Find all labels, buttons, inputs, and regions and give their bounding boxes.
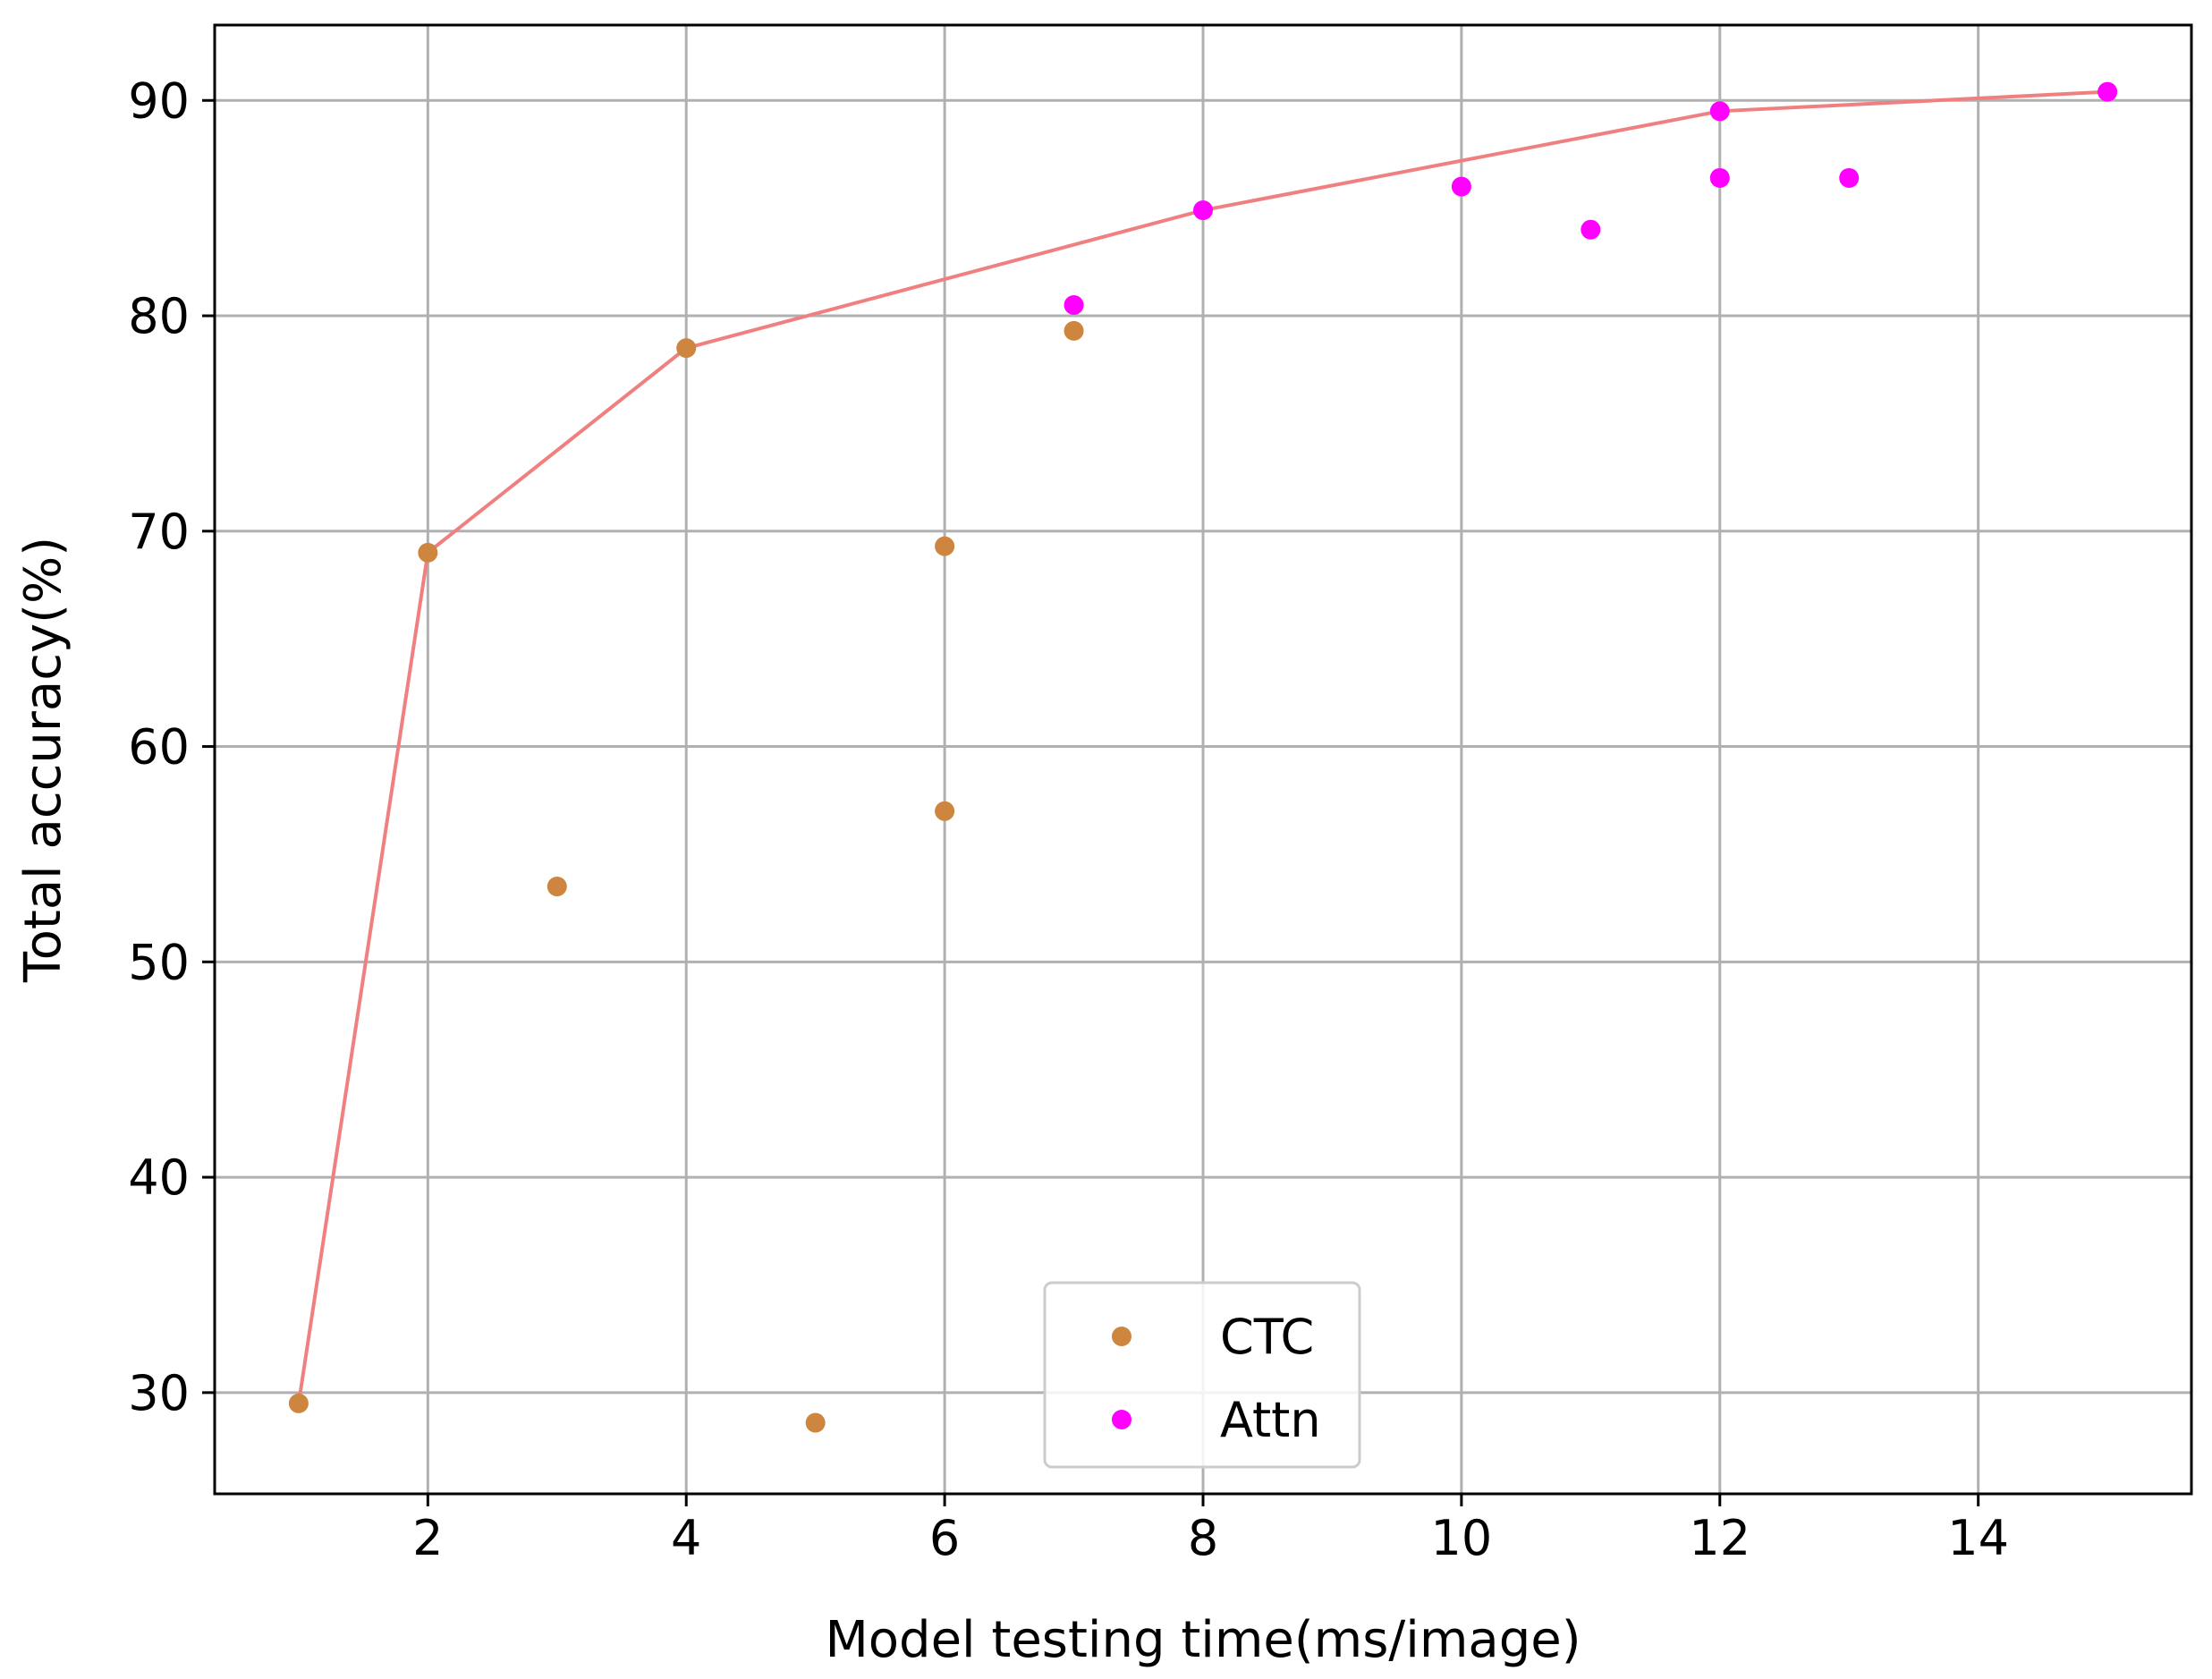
legend-marker-attn	[1112, 1410, 1131, 1429]
y-tick-label: 30	[128, 1365, 190, 1421]
x-tick-label: 2	[412, 1510, 443, 1566]
y-tick-label: 80	[128, 288, 190, 344]
legend: CTC Attn	[1043, 1281, 1361, 1469]
x-tick-label: 8	[1188, 1510, 1218, 1566]
data-points	[288, 81, 2118, 1433]
axis-ticks: 2 4 6 8 10 12 14 30 40 50 60 70 80 90	[128, 72, 2009, 1566]
y-tick-label: 40	[128, 1149, 190, 1206]
legend-label-ctc: CTC	[1220, 1309, 1314, 1365]
y-tick-label: 90	[128, 72, 190, 129]
legend-marker-ctc	[1112, 1327, 1131, 1346]
frontier-line	[296, 89, 2108, 1404]
x-tick-label: 10	[1431, 1510, 1493, 1566]
y-tick-label: 70	[128, 504, 190, 560]
point-attn	[1581, 219, 1601, 240]
point-ctc	[1064, 320, 1084, 341]
x-tick-label: 6	[929, 1510, 960, 1566]
point-ctc	[418, 542, 438, 563]
point-attn	[1709, 101, 1730, 122]
point-attn	[1839, 167, 1860, 188]
x-tick-label: 12	[1689, 1510, 1750, 1566]
x-tick-label: 4	[671, 1510, 701, 1566]
point-attn	[1193, 200, 1213, 221]
point-ctc	[676, 338, 697, 359]
frontier-line-group	[296, 89, 2108, 1404]
legend-label-attn: Attn	[1220, 1392, 1321, 1448]
point-ctc	[935, 801, 955, 821]
point-ctc	[547, 877, 567, 897]
point-attn	[2098, 81, 2118, 102]
x-axis-label: Model testing time(ms/image)	[825, 1611, 1581, 1669]
point-attn	[1451, 176, 1471, 197]
y-axis-label: Total accuracy(%)	[14, 537, 72, 983]
x-tick-label: 14	[1947, 1510, 2009, 1566]
point-attn	[1709, 167, 1730, 188]
point-ctc	[935, 536, 955, 556]
point-ctc	[805, 1412, 826, 1433]
y-tick-label: 50	[128, 934, 190, 990]
point-ctc	[288, 1393, 309, 1413]
y-tick-label: 60	[128, 719, 190, 776]
point-attn	[1064, 294, 1084, 315]
